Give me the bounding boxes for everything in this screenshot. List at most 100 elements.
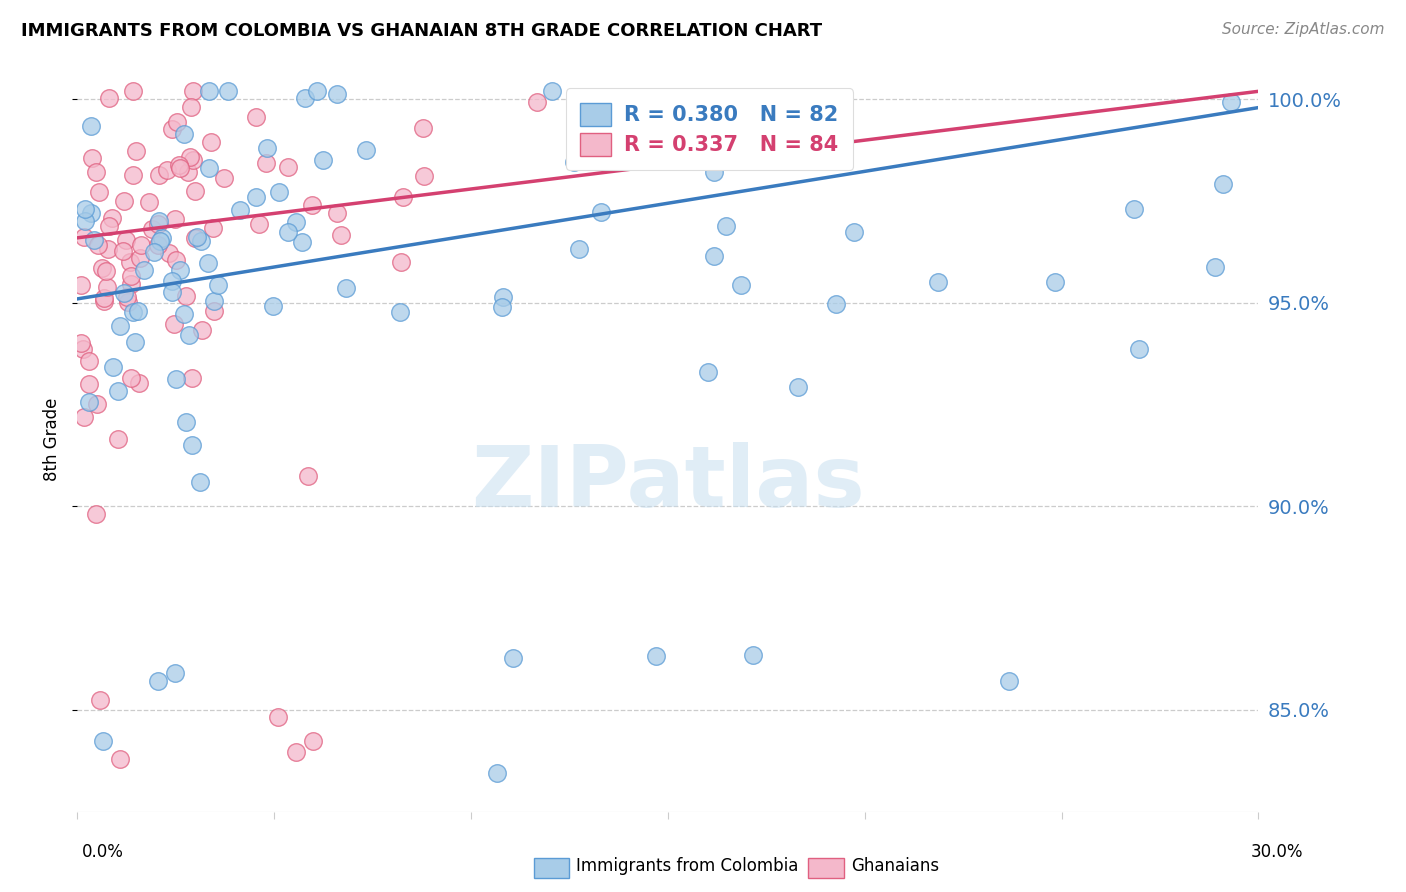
Point [183, 185, 205, 199]
Point [200, 136, 222, 150]
Point [117, 295, 139, 310]
Point [786, 379, 808, 393]
Point [217, 84, 239, 98]
Point [696, 365, 718, 379]
Point [70, 278, 93, 293]
Point [162, 285, 184, 300]
Point [214, 170, 236, 185]
Point [169, 263, 191, 277]
Y-axis label: 8th Grade: 8th Grade [42, 398, 60, 481]
Point [149, 234, 172, 248]
Point [301, 198, 323, 212]
Point [112, 194, 135, 208]
Point [146, 674, 169, 689]
Point [1122, 202, 1144, 216]
Point [181, 84, 204, 98]
Point [93, 293, 115, 308]
Point [79, 395, 101, 409]
Point [93, 291, 115, 305]
Point [107, 432, 129, 446]
Point [173, 127, 195, 141]
Point [86, 397, 108, 411]
Point [120, 277, 142, 291]
Point [122, 169, 145, 183]
Point [138, 194, 160, 209]
Point [146, 237, 169, 252]
Point [188, 475, 211, 489]
Point [598, 128, 620, 143]
Point [335, 280, 357, 294]
Point [96, 264, 118, 278]
Point [163, 666, 186, 681]
Point [179, 150, 201, 164]
Point [165, 372, 187, 386]
Point [89, 693, 111, 707]
Point [75, 202, 97, 216]
Point [107, 384, 129, 398]
Point [73, 410, 96, 425]
Point [202, 304, 225, 318]
Point [98, 91, 121, 105]
Point [143, 245, 166, 260]
Legend: R = 0.380   N = 82, R = 0.337   N = 84: R = 0.380 N = 82, R = 0.337 N = 84 [565, 88, 853, 170]
Point [730, 278, 752, 293]
Point [97, 242, 120, 256]
Point [111, 244, 134, 258]
Point [832, 125, 855, 139]
Point [302, 734, 325, 748]
Point [125, 144, 148, 158]
Point [277, 226, 299, 240]
Point [118, 255, 141, 269]
Text: Ghanaians: Ghanaians [851, 857, 939, 875]
Point [80, 151, 103, 165]
Point [101, 359, 124, 374]
Point [91, 260, 114, 275]
Point [254, 156, 277, 170]
Point [127, 304, 149, 318]
Point [276, 161, 298, 175]
Point [491, 300, 513, 314]
Point [96, 280, 118, 294]
Point [141, 222, 163, 236]
Point [742, 648, 765, 662]
Point [120, 370, 142, 384]
Point [129, 238, 152, 252]
Point [1212, 177, 1234, 191]
Point [72, 343, 94, 357]
Point [75, 214, 97, 228]
Point [181, 371, 204, 385]
Point [91, 733, 114, 747]
Point [229, 202, 252, 217]
Point [207, 277, 229, 292]
Point [568, 242, 591, 256]
Point [184, 231, 207, 245]
Point [157, 246, 180, 260]
Point [173, 307, 195, 321]
Point [197, 84, 219, 98]
Point [591, 205, 613, 219]
Point [492, 290, 515, 304]
Point [148, 214, 170, 228]
Point [392, 190, 415, 204]
Point [540, 84, 562, 98]
Text: IMMIGRANTS FROM COLOMBIA VS GHANAIAN 8TH GRADE CORRELATION CHART: IMMIGRANTS FROM COLOMBIA VS GHANAIAN 8TH… [21, 22, 823, 40]
Point [824, 297, 846, 311]
Point [297, 468, 319, 483]
Point [148, 217, 170, 231]
Point [124, 334, 146, 349]
Point [247, 217, 270, 231]
Text: 30.0%: 30.0% [1250, 843, 1303, 861]
Point [97, 219, 120, 233]
Point [77, 376, 100, 391]
Point [284, 745, 307, 759]
Point [160, 274, 183, 288]
Point [86, 238, 108, 252]
Point [267, 710, 290, 724]
Point [388, 304, 411, 318]
Point [326, 205, 349, 219]
Point [128, 376, 150, 391]
Point [181, 438, 204, 452]
Point [84, 164, 107, 178]
Point [186, 230, 208, 244]
Point [291, 235, 314, 249]
